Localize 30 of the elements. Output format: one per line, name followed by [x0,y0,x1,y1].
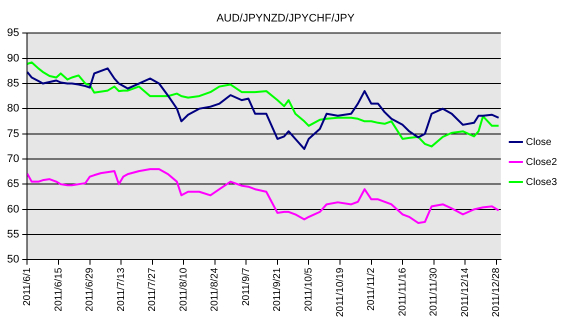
y-tick-label: 80 [6,102,20,115]
x-tick-label: 2011/6/29 [84,267,96,312]
chart-title: AUD/JPYNZD/JPYCHF/JPY [216,12,356,25]
legend-label: Close3 [526,176,558,188]
y-tick-label: 75 [6,128,20,140]
y-tick-label: 55 [6,228,20,241]
x-tick-label: 2011/12/14 [460,267,471,318]
x-tick-label: 2011/11/16 [397,267,408,316]
y-tick-label: 60 [6,203,20,216]
y-tick-label: 70 [6,153,20,166]
x-tick-label: 2011/11/30 [428,267,440,316]
x-tick-label: 2011/9/21 [272,267,284,312]
legend-label: Close [526,136,552,148]
x-tick-label: 2011/7/27 [147,267,158,312]
y-tick-label: 50 [6,254,20,266]
x-tick-label: 2011/9/7 [240,267,252,306]
x-tick-label: 2011/12/28 [491,267,502,318]
x-tick-label: 2011/10/5 [303,267,314,312]
x-tick-label: 2011/10/19 [334,267,346,318]
y-tick-label: 95 [6,27,20,40]
y-tick-label: 85 [6,78,20,90]
x-tick-label: 2011/6/1 [22,267,33,306]
x-tick-label: 2011/7/13 [116,267,127,312]
y-tick-label: 90 [6,52,20,64]
y-tick-label: 65 [6,178,20,190]
legend-label: Close2 [526,156,558,168]
x-tick-label: 2011/6/15 [53,267,64,312]
x-tick-label: 2011/8/24 [210,267,221,312]
x-tick-label: 2011/11/2 [366,267,378,311]
x-tick-label: 2011/8/10 [178,267,190,312]
